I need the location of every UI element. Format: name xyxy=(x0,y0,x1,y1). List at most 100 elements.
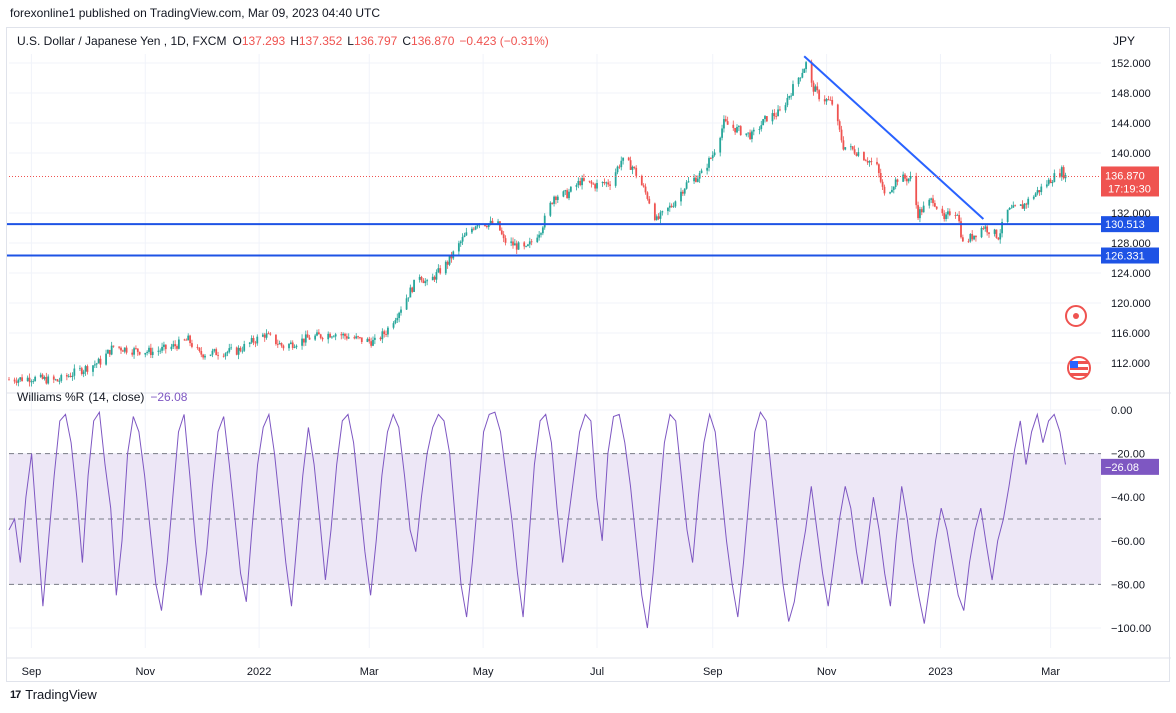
candle-body xyxy=(779,109,781,111)
candle-body xyxy=(760,125,763,129)
candle-body xyxy=(943,213,946,220)
candle-body xyxy=(500,230,503,235)
candle-body xyxy=(159,350,162,352)
candle-body xyxy=(112,345,115,347)
candle-body xyxy=(32,381,35,382)
candle-body xyxy=(622,157,625,161)
candle-body xyxy=(935,206,938,209)
candle-body xyxy=(980,227,983,238)
candle-body xyxy=(870,161,873,162)
candle-body xyxy=(217,355,219,356)
candle-body xyxy=(607,182,610,185)
candle-body xyxy=(185,339,188,341)
candle-body xyxy=(932,198,934,204)
trendline[interactable] xyxy=(803,55,985,220)
candle-body xyxy=(920,209,923,213)
candle-body xyxy=(489,220,492,224)
time-tick-label: Mar xyxy=(360,666,379,678)
candle-body xyxy=(583,178,585,181)
candle-body xyxy=(1038,190,1041,193)
candle-body xyxy=(549,202,552,216)
candle-body xyxy=(736,126,738,133)
indicator-params: (14, close) xyxy=(88,390,144,404)
candle-body xyxy=(209,354,212,356)
candle-body xyxy=(97,358,100,364)
symbol-legend[interactable]: U.S. Dollar / Japanese Yen , 1D, FXCM O13… xyxy=(17,34,549,48)
candle-body xyxy=(553,196,555,204)
candle-body xyxy=(510,241,513,243)
candle-body xyxy=(958,215,961,222)
candle-body xyxy=(982,227,985,229)
candle-body xyxy=(941,208,944,214)
candle-body xyxy=(683,188,686,194)
candle-body xyxy=(881,181,884,187)
candle-body xyxy=(80,368,83,375)
candle-body xyxy=(379,337,382,340)
candle-body xyxy=(904,174,906,179)
candle-body xyxy=(21,377,23,382)
publish-info: forexonline1 published on TradingView.co… xyxy=(10,6,381,20)
wr-tick-label: 0.00 xyxy=(1111,405,1132,417)
candle-body xyxy=(426,280,429,282)
candle-body xyxy=(816,86,819,91)
wr-tick-label: −40.00 xyxy=(1111,492,1145,504)
indicator-legend[interactable]: Williams %R (14, close) −26.08 xyxy=(17,390,188,404)
candle-body xyxy=(810,62,813,83)
candle-body xyxy=(387,327,389,335)
candle-body xyxy=(148,347,150,352)
footer-brand[interactable]: 17 TradingView xyxy=(10,687,97,702)
candle-body xyxy=(866,161,869,163)
legend-open: 137.293 xyxy=(242,34,286,48)
candle-body xyxy=(177,339,180,349)
candle-body xyxy=(603,182,606,184)
candle-body xyxy=(889,192,891,194)
candle-body xyxy=(726,121,729,125)
candle-body xyxy=(825,99,828,102)
price-tick-label: 152.000 xyxy=(1111,58,1151,70)
candle-body xyxy=(370,341,373,346)
candle-body xyxy=(803,69,806,73)
candle-body xyxy=(1060,167,1063,177)
candle-body xyxy=(329,333,331,338)
candle-body xyxy=(721,128,723,138)
candle-body xyxy=(915,176,918,206)
candle-body xyxy=(170,346,173,350)
candle-body xyxy=(792,84,794,96)
candle-body xyxy=(360,337,363,342)
time-tick-label: Nov xyxy=(135,666,155,678)
candle-body xyxy=(797,77,800,85)
candle-body xyxy=(1036,190,1039,194)
candle-body xyxy=(907,178,910,182)
candle-body xyxy=(30,381,33,383)
us-flag-icon[interactable] xyxy=(1067,356,1091,380)
candle-body xyxy=(252,338,255,343)
legend-change: −0.423 (−0.31%) xyxy=(459,34,548,48)
candle-body xyxy=(394,320,397,324)
candle-body xyxy=(1053,173,1056,182)
candle-body xyxy=(969,234,972,242)
time-tick-label: Sep xyxy=(22,666,42,678)
candle-body xyxy=(92,365,94,372)
chart-canvas[interactable]: 130.513126.331136.87017:19:30152.000148.… xyxy=(7,28,1171,683)
candle-body xyxy=(282,345,285,349)
candle-body xyxy=(749,132,751,140)
candle-body xyxy=(381,331,384,340)
candle-body xyxy=(814,86,817,92)
candle-body xyxy=(713,152,716,156)
candle-body xyxy=(588,180,591,182)
candle-body xyxy=(751,131,753,140)
candle-body xyxy=(790,95,793,97)
candle-body xyxy=(504,238,507,243)
candle-body xyxy=(396,317,399,321)
candle-body xyxy=(19,377,22,380)
candle-body xyxy=(930,198,933,200)
candle-body xyxy=(1049,179,1052,184)
candle-body xyxy=(709,158,712,159)
candle-body xyxy=(1062,167,1065,179)
candle-body xyxy=(823,99,826,102)
indicator-icon[interactable] xyxy=(1065,305,1087,327)
candle-body xyxy=(799,77,802,79)
currency-label: JPY xyxy=(1113,34,1135,48)
candle-body xyxy=(999,233,1002,240)
